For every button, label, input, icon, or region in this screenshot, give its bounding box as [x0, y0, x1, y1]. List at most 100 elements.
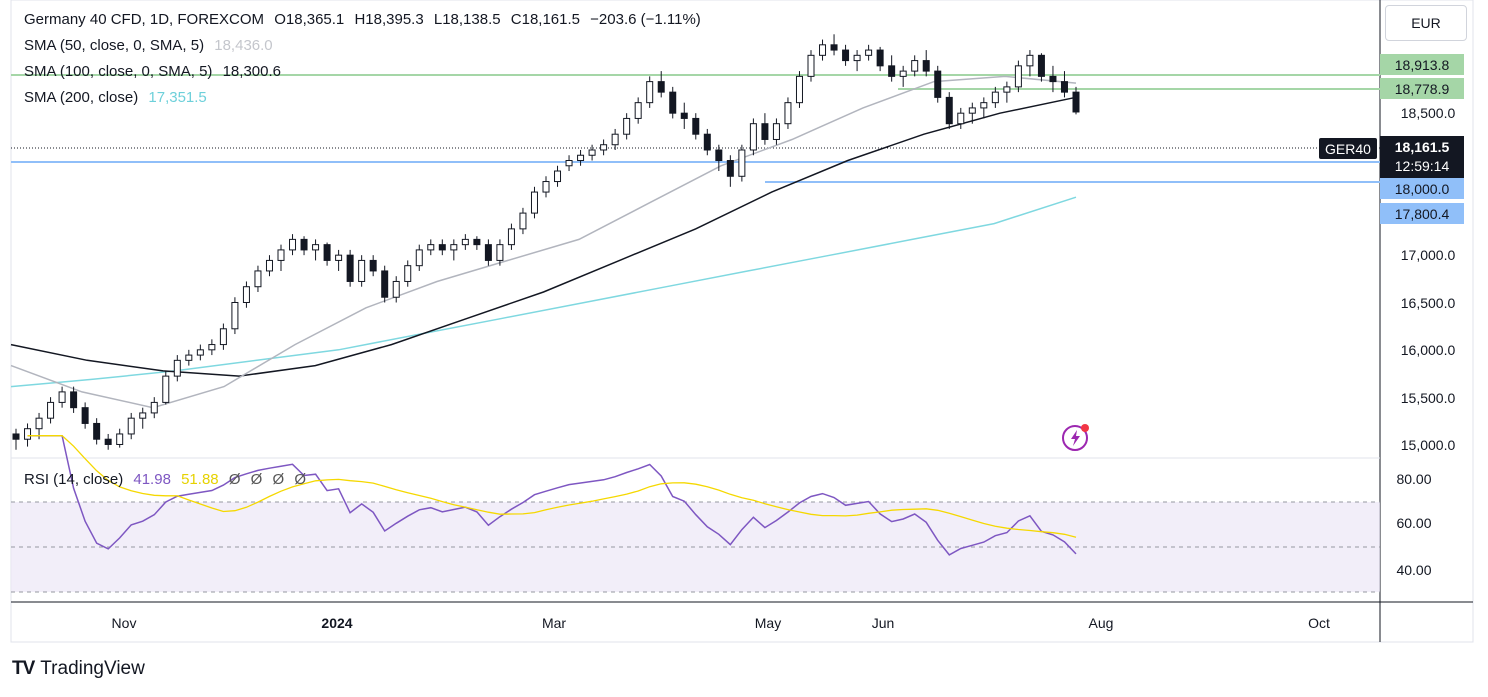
candle-body — [968, 107, 976, 114]
sma50-legend[interactable]: SMA (50, close, 0, SMA, 5) 18,436.0 — [24, 37, 279, 54]
candle — [369, 255, 377, 277]
candle-body — [957, 112, 965, 125]
time-tick: Mar — [542, 615, 566, 631]
candle-body — [196, 349, 204, 356]
candle — [219, 323, 227, 350]
candle — [150, 397, 158, 419]
candle — [807, 50, 815, 82]
candle-body — [842, 49, 850, 62]
candle — [335, 249, 343, 271]
price-tick: 15,000.0 — [1401, 437, 1456, 453]
candle — [173, 355, 181, 382]
candle-body — [657, 81, 665, 93]
time-axis[interactable]: Nov 2024 Mar May Jun Aug Oct — [112, 615, 1330, 631]
candle — [277, 244, 285, 271]
candle-body — [392, 280, 400, 298]
candle-body — [404, 265, 412, 282]
candle-body — [519, 212, 527, 230]
candle-body — [438, 244, 446, 251]
candle-body — [1037, 54, 1045, 77]
candle-body — [623, 117, 631, 135]
symbol-tag: GER40 — [1325, 141, 1371, 157]
candle-body — [208, 344, 216, 351]
time-tick: 2024 — [321, 615, 352, 631]
candle — [703, 128, 711, 156]
rsi-label: RSI (14, close) — [24, 471, 124, 488]
rsi-tick: 60.00 — [1396, 515, 1431, 531]
price-axis[interactable]: 18,500.0 17,000.0 16,500.0 16,000.0 15,5… — [1401, 105, 1456, 453]
candle-body — [346, 254, 354, 282]
candle — [81, 402, 89, 429]
rsi-line — [27, 434, 1077, 556]
price-tick: 16,500.0 — [1401, 295, 1456, 311]
candle — [623, 113, 631, 140]
candle-body — [784, 102, 792, 125]
tradingview-name: TradingView — [40, 658, 145, 679]
sma50-value: 18,436.0 — [214, 37, 273, 54]
candle — [554, 165, 562, 187]
sma200-legend[interactable]: SMA (200, close) 17,351.5 — [24, 89, 213, 106]
candle-body — [565, 160, 573, 167]
level-tag-bg — [1380, 178, 1464, 199]
sma200-label: SMA (200, close) — [24, 89, 139, 106]
candle-body — [715, 149, 723, 162]
sma200-value: 17,351.5 — [148, 89, 207, 106]
price-tick: 16,000.0 — [1401, 342, 1456, 358]
candle — [888, 55, 896, 82]
candle-body — [1003, 86, 1011, 93]
low-price: L18,138.5 — [433, 11, 501, 28]
rsi-legend[interactable]: RSI (14, close) 41.98 51.88 Ø Ø Ø Ø — [24, 471, 312, 488]
lightning-icon[interactable] — [1061, 422, 1091, 452]
candle-body — [830, 44, 838, 51]
candle — [865, 44, 873, 61]
candle — [542, 176, 550, 198]
candle-body — [795, 75, 803, 104]
candle-body — [312, 244, 320, 251]
last-price-tag-bg — [1380, 136, 1464, 178]
candle-body — [323, 244, 331, 261]
candle-body — [1049, 75, 1057, 83]
candle-body — [289, 238, 297, 251]
candle — [830, 34, 838, 56]
candle-body — [1072, 91, 1080, 113]
time-tick: Jun — [872, 615, 895, 631]
candle — [922, 50, 930, 77]
candle — [899, 65, 907, 87]
candle-body — [853, 54, 861, 62]
candle-body — [899, 70, 907, 77]
candle-body — [749, 123, 757, 151]
price-change: −203.6 (−1.11%) — [590, 11, 701, 28]
candle-body — [162, 375, 170, 403]
candle-body — [81, 407, 89, 424]
candle — [104, 433, 112, 450]
candle — [358, 255, 366, 287]
sma100-line — [10, 96, 1077, 377]
symbol-tag-bg — [1319, 138, 1377, 159]
rsi-value: 41.98 — [133, 471, 171, 488]
level-tag-bg — [1380, 78, 1464, 99]
chart-frame — [10, 0, 1474, 643]
last-price-tag: 18,161.5 — [1395, 139, 1450, 155]
candle — [1072, 86, 1080, 115]
candle-body — [242, 286, 250, 303]
candle-body — [865, 49, 873, 56]
candle — [139, 407, 147, 429]
sma100-legend[interactable]: SMA (100, close, 0, SMA, 5) 18,300.6 — [24, 63, 287, 80]
candle-body — [819, 44, 827, 56]
candle — [47, 397, 55, 424]
candle — [968, 102, 976, 124]
symbol-legend[interactable]: Germany 40 CFD, 1D, FOREXCOM O18,365.1 H… — [24, 11, 707, 28]
candle — [438, 239, 446, 256]
candle-body — [1026, 54, 1034, 67]
candle-body — [277, 249, 285, 261]
currency-button[interactable]: EUR — [1385, 5, 1467, 41]
tradingview-logo[interactable]: TV TradingView — [12, 658, 145, 680]
moving-averages — [10, 75, 1077, 409]
rsi-extra: Ø — [294, 471, 307, 488]
candle — [381, 265, 389, 303]
candle-body — [415, 249, 423, 267]
candle — [876, 46, 884, 72]
candle-body — [876, 49, 884, 67]
candle-body — [634, 102, 642, 119]
